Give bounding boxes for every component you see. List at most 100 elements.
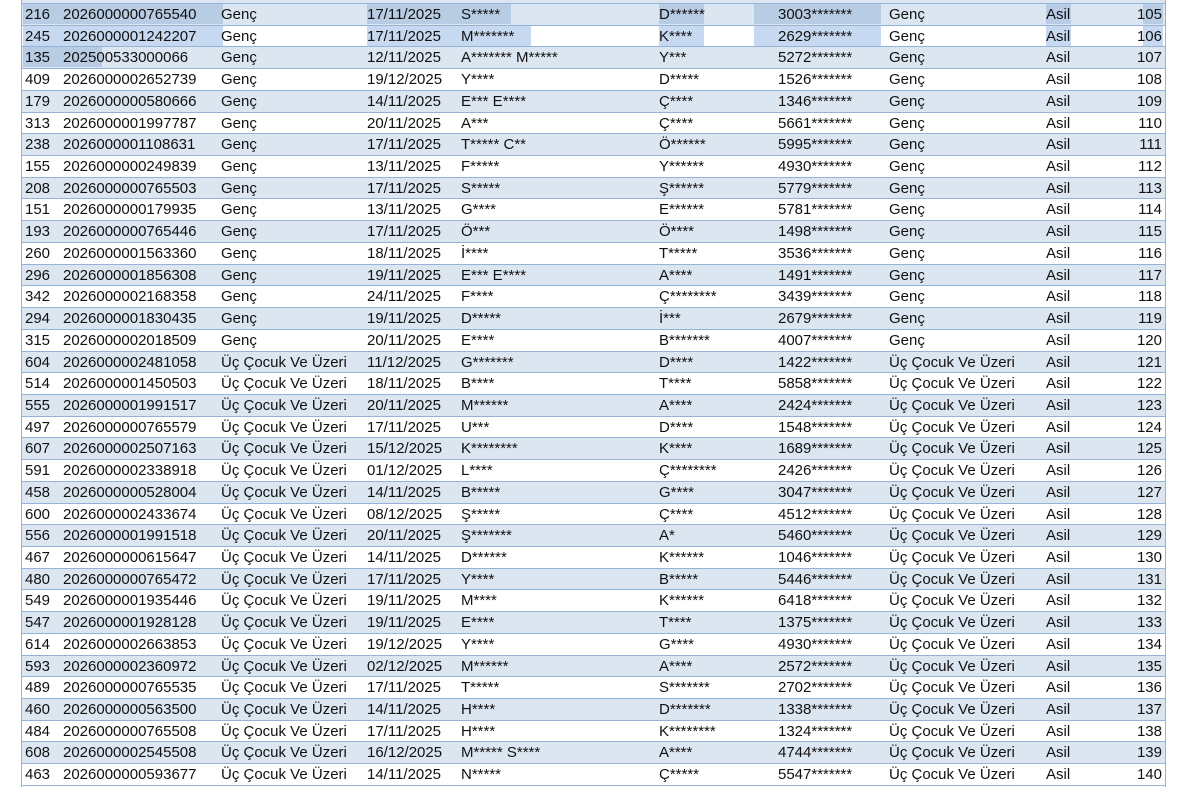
row-no-cell[interactable]: 484 (25, 722, 51, 740)
application-no-cell[interactable]: 2026000000593677 (63, 766, 197, 784)
parent-name-cell[interactable]: Ç******** (659, 288, 717, 306)
date-cell[interactable]: 01/12/2025 (367, 462, 443, 480)
rank-cell[interactable]: 115 (1138, 223, 1162, 241)
applicant-name-cell[interactable]: H**** (461, 722, 496, 740)
table-row[interactable]: 409 2026000002652739 Genç 19/12/2025 Y**** D*… (22, 69, 1165, 91)
applicant-name-cell[interactable]: U*** (461, 418, 490, 436)
table-row[interactable]: 193 2026000000765446 Genç 17/11/2025 Ö*** Ö**… (22, 221, 1165, 243)
application-no-cell[interactable]: 2026000001450503 (63, 375, 197, 393)
rank-cell[interactable]: 113 (1138, 179, 1162, 197)
id-no-cell[interactable]: 5460******* (778, 527, 853, 545)
table-row[interactable]: 296 2026000001856308 Genç 19/11/2025 E*** E*… (22, 264, 1165, 287)
date-cell[interactable]: 14/11/2025 (367, 766, 441, 784)
quota-cell[interactable]: Üç Çocuk Ve Üzeri (889, 722, 1015, 740)
parent-name-cell[interactable]: G**** (659, 635, 695, 653)
category-cell[interactable]: Genç (221, 310, 257, 328)
quota-cell[interactable]: Genç (889, 331, 925, 349)
row-no-cell[interactable]: 489 (25, 679, 51, 697)
parent-name-cell[interactable]: K****** (659, 549, 705, 566)
quota-cell[interactable]: Genç (889, 244, 925, 262)
category-cell[interactable]: Üç Çocuk Ve Üzeri (221, 722, 347, 740)
table-row[interactable]: 593 2026000002360972 Üç Çocuk Ve Üzeri 02/1… (22, 655, 1165, 678)
parent-name-cell[interactable]: T**** (659, 375, 692, 393)
date-cell[interactable]: 16/12/2025 (367, 744, 443, 762)
parent-name-cell[interactable]: Ç**** (659, 114, 694, 132)
quota-cell[interactable]: Genç (889, 49, 925, 67)
rank-cell[interactable]: 139 (1136, 744, 1162, 762)
applicant-name-cell[interactable]: Ş******* (461, 527, 512, 545)
category-cell[interactable]: Üç Çocuk Ve Üzeri (221, 679, 347, 697)
id-no-cell[interactable]: 4930******* (778, 158, 853, 176)
status-cell[interactable]: Asil (1046, 657, 1071, 675)
date-cell[interactable]: 17/11/2025 (367, 722, 441, 740)
status-cell[interactable]: Asil (1046, 701, 1071, 719)
parent-name-cell[interactable]: İ*** (659, 310, 681, 328)
date-cell[interactable]: 17/11/2025 (367, 570, 441, 588)
rank-cell[interactable]: 114 (1138, 201, 1162, 219)
rank-cell[interactable]: 118 (1138, 288, 1162, 306)
status-cell[interactable]: Asil (1046, 527, 1071, 545)
table-row[interactable]: 547 2026000001928128 Üç Çocuk Ve Üzeri 19/1… (22, 612, 1165, 634)
applicant-name-cell[interactable]: G******* (461, 353, 514, 371)
quota-cell[interactable]: Üç Çocuk Ve Üzeri (889, 679, 1015, 697)
date-cell[interactable]: 11/12/2025 (367, 353, 441, 371)
applicant-name-cell[interactable]: N***** (461, 766, 502, 784)
date-cell[interactable]: 17/11/2025 (367, 27, 441, 45)
date-cell[interactable]: 17/11/2025 (367, 679, 441, 697)
parent-name-cell[interactable]: T***** (659, 244, 698, 262)
row-no-cell[interactable]: 497 (25, 418, 51, 436)
quota-cell[interactable]: Genç (889, 114, 925, 132)
applicant-name-cell[interactable]: Ş***** (461, 505, 501, 523)
row-no-cell[interactable]: 193 (25, 223, 51, 241)
parent-name-cell[interactable]: A**** (659, 396, 693, 414)
status-cell[interactable]: Asil (1046, 244, 1071, 262)
date-cell[interactable]: 17/11/2025 (367, 179, 441, 197)
parent-name-cell[interactable]: D**** (659, 353, 694, 371)
date-cell[interactable]: 08/12/2025 (367, 505, 443, 523)
application-no-cell[interactable]: 2026000000765446 (63, 223, 197, 241)
category-cell[interactable]: Üç Çocuk Ve Üzeri (221, 701, 347, 719)
status-cell[interactable]: Asil (1046, 614, 1071, 632)
applicant-name-cell[interactable]: T***** (461, 679, 500, 697)
application-no-cell[interactable]: 2026000002545508 (63, 744, 197, 762)
id-no-cell[interactable]: 1491******* (778, 266, 853, 284)
date-cell[interactable]: 17/11/2025 (367, 6, 441, 23)
date-cell[interactable]: 12/11/2025 (367, 49, 441, 67)
id-no-cell[interactable]: 2426******* (778, 462, 853, 480)
category-cell[interactable]: Genç (221, 201, 257, 219)
applicant-name-cell[interactable]: M****** (461, 657, 509, 675)
application-no-cell[interactable]: 2026000000765535 (63, 679, 197, 697)
application-no-cell[interactable]: 2026000001991518 (63, 527, 197, 545)
row-no-cell[interactable]: 460 (25, 701, 51, 719)
row-no-cell[interactable]: 294 (25, 310, 51, 328)
application-no-cell[interactable]: 2026000001991517 (63, 396, 197, 414)
status-cell[interactable]: Asil (1046, 722, 1071, 740)
category-cell[interactable]: Genç (221, 49, 257, 67)
applicant-name-cell[interactable]: S***** (461, 179, 501, 197)
application-no-cell[interactable]: 2026000001830435 (63, 310, 197, 328)
id-no-cell[interactable]: 1498******* (778, 223, 853, 241)
application-no-cell[interactable]: 2026000002168358 (63, 288, 197, 306)
applicant-name-cell[interactable]: M**** (461, 592, 497, 610)
date-cell[interactable]: 17/11/2025 (367, 136, 441, 154)
id-no-cell[interactable]: 1422******* (778, 353, 853, 371)
application-no-cell[interactable]: 2026000002663853 (63, 635, 197, 653)
rank-cell[interactable]: 108 (1136, 71, 1162, 89)
applicant-name-cell[interactable]: H**** (461, 701, 496, 719)
application-no-cell[interactable]: 2026000002018509 (63, 331, 197, 349)
row-no-cell[interactable]: 216 (25, 6, 51, 23)
row-no-cell[interactable]: 600 (25, 505, 51, 523)
id-no-cell[interactable]: 5547******* (778, 766, 853, 784)
category-cell[interactable]: Üç Çocuk Ve Üzeri (221, 549, 347, 566)
row-no-cell[interactable]: 409 (25, 71, 51, 89)
status-cell[interactable]: Asil (1046, 201, 1071, 219)
rank-cell[interactable]: 119 (1138, 310, 1162, 328)
table-row[interactable]: 260 2026000001563360 Genç 18/11/2025 İ**** T*… (22, 242, 1165, 265)
table-row[interactable]: 135 202500533000066 Genç 12/11/2025 A*******… (22, 47, 1165, 70)
rank-cell[interactable]: 140 (1136, 766, 1162, 784)
quota-cell[interactable]: Genç (889, 223, 925, 241)
quota-cell[interactable]: Genç (889, 136, 925, 154)
status-cell[interactable]: Asil (1046, 49, 1071, 67)
table-row[interactable]: 315 2026000002018509 Genç 20/11/2025 E**** B*… (22, 329, 1165, 352)
applicant-name-cell[interactable]: L**** (461, 462, 493, 480)
